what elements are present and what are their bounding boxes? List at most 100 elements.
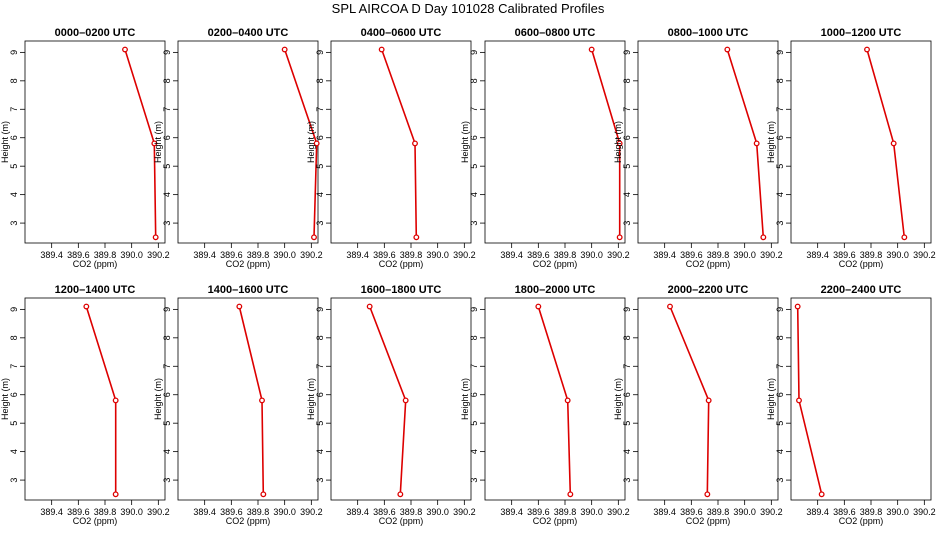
y-tick-label: 6 [162,135,172,140]
y-tick-label: 4 [162,449,172,454]
data-point [402,397,409,404]
y-axis-label: Height (m) [613,378,623,420]
x-tick-label: 389.8 [860,250,883,260]
x-axis-label: CO2 (ppm) [839,259,884,269]
y-tick-label: 4 [622,449,632,454]
x-tick-label: 390.0 [426,250,449,260]
x-axis-label: CO2 (ppm) [379,259,424,269]
data-point [260,491,267,498]
panel-11: 2000–2200 UTC 389.4 389.6 389.8 390.0 390.2 3 4… [613,284,783,526]
data-point [83,303,90,310]
y-tick-label: 8 [162,78,172,83]
x-tick-label: 389.4 [806,507,829,517]
y-tick-label: 8 [469,335,479,340]
x-axis-label: CO2 (ppm) [226,516,271,526]
x-tick-label: 390.0 [886,250,909,260]
plot-frame [330,40,472,244]
data-point [412,140,418,147]
data-point [901,234,908,241]
data-point [313,140,320,147]
x-tick-label: 390.2 [760,250,783,260]
x-axis-label: CO2 (ppm) [379,516,424,526]
y-tick-label: 4 [775,192,785,197]
x-tick-label: 390.2 [913,250,936,260]
x-tick-label: 390.2 [147,507,170,517]
y-axis-label: Height (m) [153,121,163,163]
series-line [380,49,418,238]
data-point [616,234,623,241]
x-tick-label: 389.6 [680,250,703,260]
series-line [866,49,906,238]
series-line [669,306,710,495]
x-tick-label: 390.0 [426,507,449,517]
data-point [378,46,385,53]
y-tick-label: 7 [162,364,172,369]
plot-frame [177,297,319,501]
y-tick-label: 9 [469,50,479,55]
panel-6: 1000–1200 UTC 389.4 389.6 389.8 390.0 390.2 3 4… [766,27,936,269]
panel-title: 1000–1200 UTC [821,27,902,39]
x-tick-label: 390.2 [300,250,323,260]
y-tick-label: 6 [775,392,785,397]
x-axis-label: CO2 (ppm) [839,516,884,526]
x-tick-label: 389.6 [680,507,703,517]
y-axis-label: Height (m) [0,378,10,420]
panel-3: 0400–0600 UTC 389.4 389.6 389.8 390.0 390.2 3 4… [306,27,476,269]
y-tick-label: 6 [162,392,172,397]
y-tick-label: 8 [775,335,785,340]
y-axis-label: Height (m) [766,121,776,163]
panel-title: 0000–0200 UTC [55,27,136,39]
panel-4: 0600–0800 UTC 389.4 389.6 389.8 390.0 390.2 3 4… [460,27,630,269]
y-tick-label: 8 [622,78,632,83]
x-tick-label: 390.0 [273,507,296,517]
data-point [311,234,317,241]
x-axis-label: CO2 (ppm) [533,259,578,269]
data-point [413,234,420,241]
panel-1: 0000–0200 UTC 389.4 389.6 389.8 390.0 390.2 3 4… [0,27,170,269]
y-tick-label: 6 [469,392,479,397]
x-tick-label: 389.4 [346,250,369,260]
data-point [122,46,128,53]
data-point [794,303,801,310]
data-point [704,491,711,498]
data-point [724,46,731,53]
x-tick-label: 389.4 [500,250,523,260]
x-tick-label: 390.0 [733,507,756,517]
x-tick-label: 389.6 [220,250,243,260]
y-axis-label: Height (m) [460,121,470,163]
y-tick-label: 7 [9,364,19,369]
y-tick-label: 3 [315,478,325,483]
figure-title: SPL AIRCOA D Day 101028 Calibrated Profi… [332,1,605,16]
x-tick-label: 389.4 [346,507,369,517]
plot-frame [24,40,166,244]
y-tick-label: 6 [315,392,325,397]
y-tick-label: 7 [315,364,325,369]
data-point [864,46,870,53]
data-point [397,491,404,498]
x-axis-label: CO2 (ppm) [686,516,731,526]
x-tick-label: 390.2 [453,250,476,260]
x-tick-label: 389.8 [400,250,423,260]
y-tick-label: 9 [622,50,632,55]
x-tick-label: 389.6 [373,507,396,517]
y-tick-label: 5 [622,421,632,426]
data-point [616,140,623,147]
data-point [567,491,574,498]
y-tick-label: 5 [622,164,632,169]
y-tick-label: 7 [775,364,785,369]
y-axis-label: Height (m) [0,121,10,163]
y-tick-label: 5 [162,164,172,169]
y-tick-label: 3 [775,478,785,483]
y-tick-label: 8 [9,335,19,340]
y-tick-label: 5 [775,164,785,169]
y-tick-label: 4 [9,192,19,197]
data-point [890,140,897,147]
plot-frame [24,297,166,501]
y-tick-label: 9 [622,307,632,312]
panel-title: 0400–0600 UTC [361,27,442,39]
data-point [152,234,159,241]
y-tick-label: 4 [162,192,172,197]
plot-frame [330,297,472,501]
x-tick-label: 390.2 [607,507,630,517]
